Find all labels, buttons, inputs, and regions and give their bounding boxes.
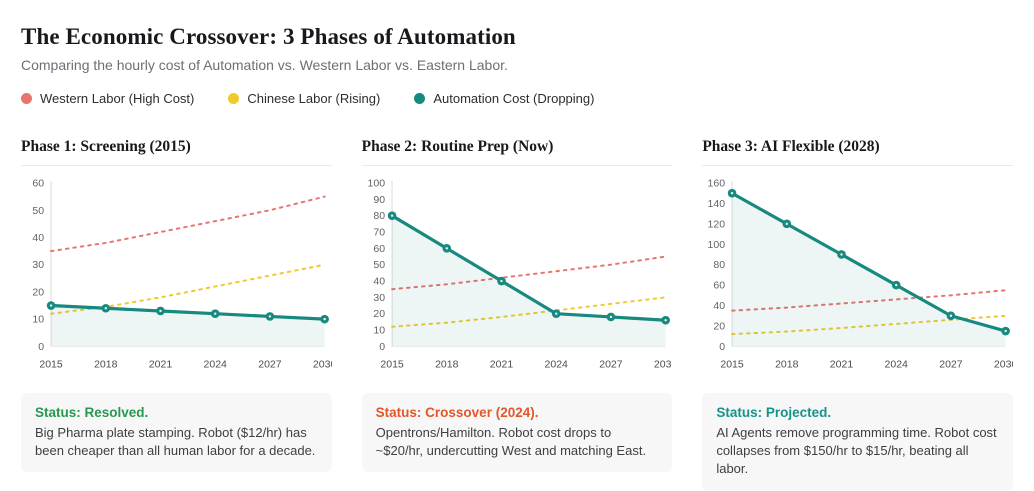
phase-1-panel: Phase 1: Screening (2015) 0 10 20 30 40 50 60 2… bbox=[21, 138, 332, 491]
svg-text:2021: 2021 bbox=[830, 358, 854, 370]
svg-text:60: 60 bbox=[32, 178, 44, 190]
svg-text:0: 0 bbox=[720, 341, 726, 353]
phase-3-status-card: Status: Projected. AI Agents remove prog… bbox=[702, 393, 1013, 491]
svg-text:2015: 2015 bbox=[39, 358, 63, 370]
svg-text:2021: 2021 bbox=[149, 358, 173, 370]
svg-text:2015: 2015 bbox=[721, 358, 745, 370]
phase-2-status-text: Opentrons/Hamilton. Robot cost drops to … bbox=[375, 424, 647, 459]
svg-text:60: 60 bbox=[714, 280, 726, 292]
svg-text:10: 10 bbox=[373, 325, 385, 337]
svg-text:40: 40 bbox=[373, 276, 385, 288]
svg-text:100: 100 bbox=[367, 178, 385, 190]
svg-text:0: 0 bbox=[38, 341, 44, 353]
western-labor-dot-icon bbox=[21, 93, 32, 104]
phase-3-status-label: Status: Projected. bbox=[716, 405, 832, 421]
phase-1-title: Phase 1: Screening (2015) bbox=[21, 138, 332, 166]
svg-text:2027: 2027 bbox=[940, 358, 964, 370]
svg-text:0: 0 bbox=[379, 341, 385, 353]
phase-2-status-card: Status: Crossover (2024). Opentrons/Hami… bbox=[361, 393, 673, 473]
svg-text:2024: 2024 bbox=[204, 358, 228, 370]
svg-text:80: 80 bbox=[373, 210, 385, 222]
svg-text:40: 40 bbox=[32, 232, 44, 244]
phase-3-status-text: AI Agents remove programming time. Robot… bbox=[716, 424, 997, 477]
phase-3-panel: Phase 3: AI Flexible (2028) 0 20 40 60 80 100… bbox=[702, 138, 1013, 491]
phase-3-title: Phase 3: AI Flexible (2028) bbox=[702, 138, 1013, 166]
svg-text:20: 20 bbox=[714, 320, 726, 332]
svg-text:100: 100 bbox=[708, 239, 726, 251]
phase-2-title: Phase 2: Routine Prep (Now) bbox=[361, 138, 673, 166]
svg-text:2021: 2021 bbox=[489, 358, 513, 370]
legend-label-chinese-labor: Chinese Labor (Rising) bbox=[247, 91, 381, 106]
phase-1-status-label: Status: Resolved. bbox=[35, 405, 149, 421]
phase-1-status-card: Status: Resolved. Big Pharma plate stamp… bbox=[21, 393, 332, 473]
phase-2-panel: Phase 2: Routine Prep (Now) 0 10 20 30 40 50 6… bbox=[361, 138, 673, 491]
legend-label-automation-cost: Automation Cost (Dropping) bbox=[433, 91, 595, 106]
svg-text:140: 140 bbox=[708, 198, 726, 210]
legend-item-western-labor: Western Labor (High Cost) bbox=[21, 91, 194, 106]
svg-text:90: 90 bbox=[373, 194, 385, 206]
svg-text:30: 30 bbox=[373, 292, 385, 304]
svg-text:2018: 2018 bbox=[775, 358, 799, 370]
phase-1-chart: 0102030405060201520182021202420272030 bbox=[32, 178, 332, 371]
svg-text:60: 60 bbox=[373, 243, 385, 255]
svg-text:20: 20 bbox=[32, 286, 44, 298]
svg-text:2015: 2015 bbox=[380, 358, 404, 370]
svg-text:2018: 2018 bbox=[94, 358, 118, 370]
svg-text:160: 160 bbox=[708, 178, 726, 190]
legend: Western Labor (High Cost) Chinese Labor … bbox=[21, 91, 1013, 106]
svg-text:80: 80 bbox=[714, 259, 726, 271]
svg-text:2024: 2024 bbox=[544, 358, 568, 370]
legend-label-western-labor: Western Labor (High Cost) bbox=[40, 91, 195, 106]
phase-3-chart: 0 20 40 60 80 100 120 140 160 2015 2018 2021 2024 202… bbox=[708, 178, 1013, 371]
automation-cost-dot-icon bbox=[414, 93, 426, 104]
svg-text:50: 50 bbox=[32, 205, 44, 217]
charts-grid: Phase 1: Screening (2015) 0 10 20 30 40 50 60 2… bbox=[21, 138, 1013, 491]
svg-text:2027: 2027 bbox=[258, 358, 282, 370]
svg-text:120: 120 bbox=[708, 218, 726, 230]
svg-text:50: 50 bbox=[373, 259, 385, 271]
page-subtitle: Comparing the hourly cost of Automation … bbox=[21, 57, 508, 73]
phase-2-status-label: Status: Crossover (2024). bbox=[375, 405, 539, 421]
svg-text:2018: 2018 bbox=[435, 358, 459, 370]
svg-text:10: 10 bbox=[32, 314, 44, 326]
svg-text:2024: 2024 bbox=[885, 358, 909, 370]
legend-item-chinese-labor: Chinese Labor (Rising) bbox=[228, 91, 380, 106]
svg-text:30: 30 bbox=[32, 259, 44, 271]
svg-text:20: 20 bbox=[373, 308, 385, 320]
svg-text:70: 70 bbox=[373, 227, 385, 239]
svg-text:40: 40 bbox=[714, 300, 726, 312]
svg-text:2027: 2027 bbox=[599, 358, 623, 370]
phase-1-status-text: Big Pharma plate stamping. Robot ($12/hr… bbox=[35, 424, 316, 459]
legend-item-automation-cost: Automation Cost (Dropping) bbox=[414, 91, 594, 106]
chinese-labor-dot-icon bbox=[228, 93, 240, 104]
page-title: The Economic Crossover: 3 Phases of Auto… bbox=[21, 24, 516, 49]
